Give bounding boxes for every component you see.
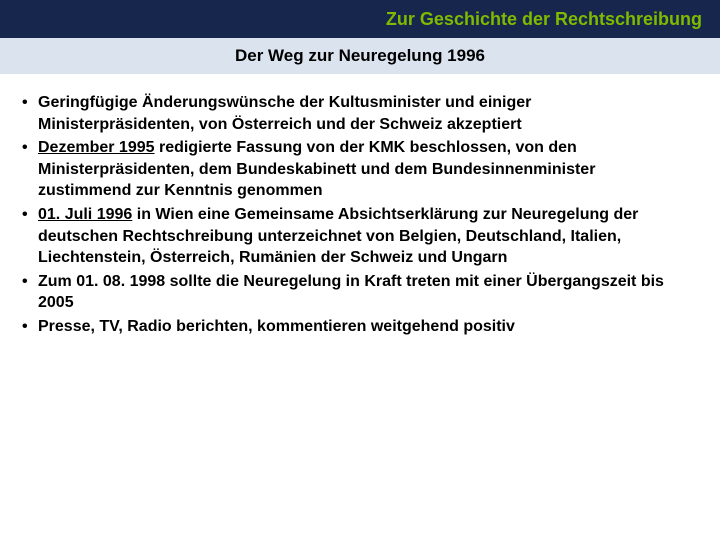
bullet-item: Dezember 1995 redigierte Fassung von der… — [20, 137, 686, 202]
content-area: Geringfügige Änderungswünsche der Kultus… — [0, 74, 720, 338]
bullet-item: Presse, TV, Radio berichten, kommentiere… — [20, 316, 686, 338]
header-bar: Zur Geschichte der Rechtschreibung — [0, 0, 720, 38]
bullet-text: Geringfügige Änderungswünsche der Kultus… — [38, 94, 531, 133]
page-title: Zur Geschichte der Rechtschreibung — [386, 9, 702, 30]
underlined-text: 01. Juli 1996 — [38, 206, 132, 223]
bullet-item: Geringfügige Änderungswünsche der Kultus… — [20, 92, 686, 135]
bullet-list: Geringfügige Änderungswünsche der Kultus… — [20, 92, 686, 338]
bullet-text: Zum 01. 08. 1998 sollte die Neuregelung … — [38, 273, 664, 312]
bullet-item: Zum 01. 08. 1998 sollte die Neuregelung … — [20, 271, 686, 314]
underlined-text: Dezember 1995 — [38, 139, 155, 156]
subtitle-text: Der Weg zur Neuregelung 1996 — [235, 46, 485, 66]
subtitle-bar: Der Weg zur Neuregelung 1996 — [0, 38, 720, 74]
bullet-item: 01. Juli 1996 in Wien eine Gemeinsame Ab… — [20, 204, 686, 269]
bullet-text: Presse, TV, Radio berichten, kommentiere… — [38, 318, 515, 335]
